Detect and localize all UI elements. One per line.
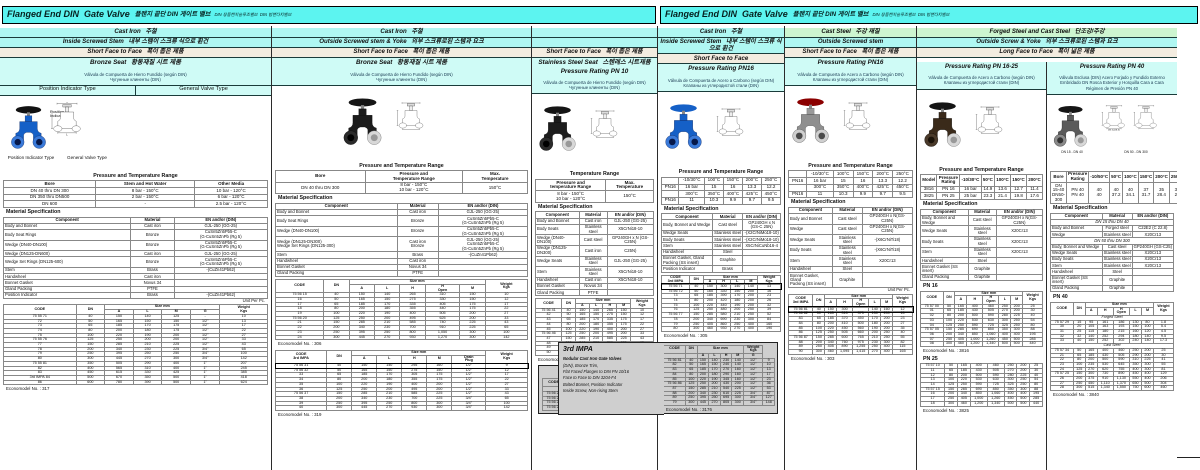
svg-text:M: M bbox=[66, 102, 68, 103]
svg-text:L: L bbox=[66, 133, 68, 136]
svg-text:DN 15-DN 40: DN 15-DN 40 bbox=[1108, 129, 1120, 131]
